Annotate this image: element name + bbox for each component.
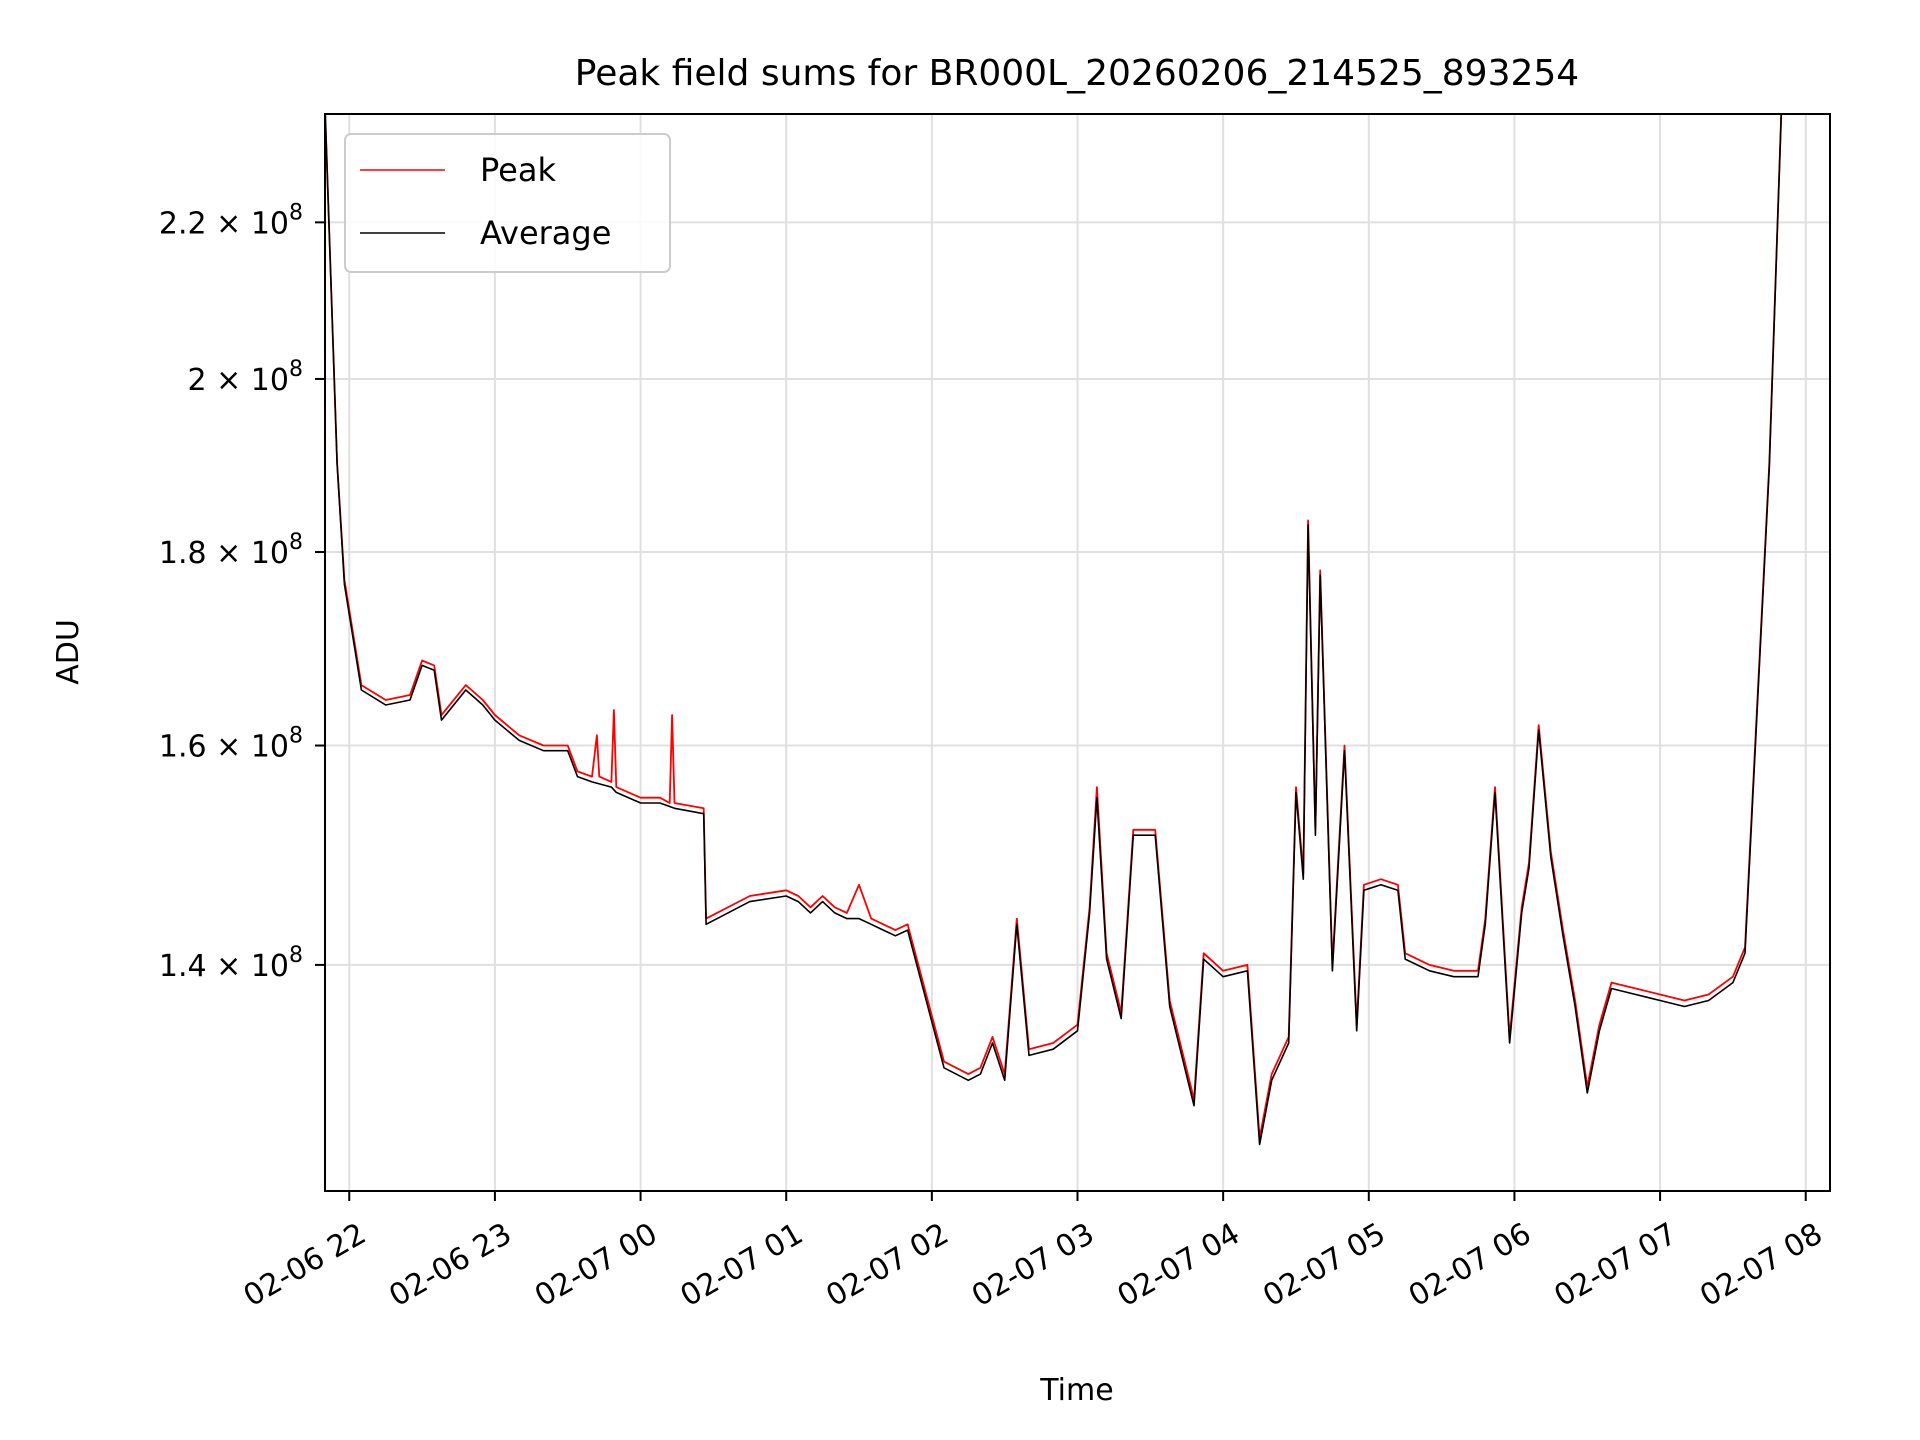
series-line-average: [325, 114, 1783, 1146]
legend-label-average: Average: [480, 214, 611, 252]
y-axis: 1.4 × 108 1.6 × 108 1.8 × 108 2 × 108 2.2 × …: [159, 200, 325, 984]
x-tick-label: 02-07 01: [675, 1216, 809, 1314]
x-tick-label: 02-07 07: [1549, 1216, 1683, 1314]
x-tick-label: 02-06 22: [238, 1216, 372, 1314]
x-tick-label: 02-07 00: [529, 1216, 663, 1314]
legend: Peak Average: [344, 133, 671, 273]
y-tick-label: 1.6 × 108: [159, 724, 303, 765]
series-layer: [325, 114, 1783, 1146]
x-tick-label: 02-07 03: [966, 1216, 1100, 1314]
y-tick-label: 1.4 × 108: [159, 943, 303, 984]
y-tick-label: 2.2 × 108: [159, 200, 303, 241]
x-tick-label: 02-07 06: [1403, 1216, 1537, 1314]
x-tick-label: 02-07 02: [820, 1216, 954, 1314]
x-tick-label: 02-07 08: [1694, 1216, 1828, 1314]
grid-lines: [325, 114, 1830, 1191]
chart-title: Peak field sums for BR000L_20260206_2145…: [575, 53, 1579, 94]
x-tick-label: 02-07 05: [1257, 1216, 1391, 1314]
legend-label-peak: Peak: [480, 151, 556, 189]
x-tick-label: 02-07 04: [1112, 1216, 1246, 1314]
legend-box: [344, 133, 671, 273]
x-axis-label: Time: [1039, 1373, 1113, 1408]
y-tick-label: 1.8 × 108: [159, 530, 303, 571]
y-tick-label: 2 × 108: [188, 357, 303, 398]
x-axis: 02-06 22 02-06 23 02-07 00 02-07 01 02-07 02…: [238, 1191, 1829, 1314]
x-tick-label: 02-06 23: [383, 1216, 517, 1314]
y-axis-label: ADU: [51, 619, 86, 685]
